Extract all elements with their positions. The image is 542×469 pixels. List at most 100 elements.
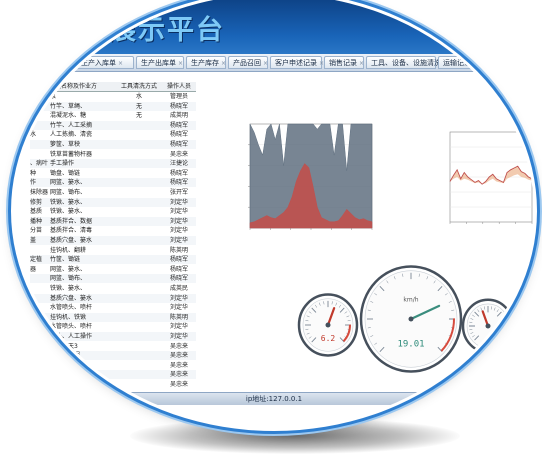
table-cell: 杨晓军 xyxy=(169,265,188,273)
table-cell: 手工操作 xyxy=(50,159,116,169)
tab-transport-records[interactable]: 运输记录 × xyxy=(438,56,478,69)
series-line xyxy=(449,165,533,185)
table-cell: 管理员 xyxy=(169,93,188,100)
gauge-tick xyxy=(339,307,345,313)
table-cell: 吴忠来 xyxy=(169,361,188,369)
table-cell: 挂钩机、翻耕 xyxy=(50,246,87,254)
table-cell xyxy=(116,130,162,139)
close-icon[interactable]: × xyxy=(473,60,479,67)
tab-tool-cleaning[interactable]: 工具、设备、设施清洗× xyxy=(366,56,448,69)
table-cell: 陈英明 xyxy=(169,246,188,254)
table-cell: 作 xyxy=(30,178,50,188)
table-cell: 无 xyxy=(135,112,142,120)
close-icon[interactable]: × xyxy=(263,60,269,67)
table-cell: 箩筐、草秧 xyxy=(50,140,116,149)
table-cell xyxy=(116,322,162,331)
table-cell xyxy=(116,312,162,322)
gauge-tick xyxy=(323,301,325,305)
gauge-needle xyxy=(409,304,441,321)
close-icon[interactable]: × xyxy=(178,60,184,67)
table-cell xyxy=(116,351,162,361)
gauge-left: 6.2 xyxy=(297,293,359,357)
gauge-tick xyxy=(437,346,443,352)
tab-label: 运输记录 xyxy=(443,59,471,67)
table-cell: 刘定华 xyxy=(162,236,196,245)
gauge-tick xyxy=(490,306,492,310)
gauge-hub xyxy=(408,316,414,322)
tab-production-inbound[interactable]: 生产入库单 × xyxy=(76,56,134,69)
table-cell: 铁草苗蓄物杆器 xyxy=(50,150,93,158)
tab-production-stock[interactable]: 生产库存 × xyxy=(186,56,226,69)
table-cell: 混凝泥水、糖 xyxy=(50,112,87,120)
gauge-hub xyxy=(485,323,491,329)
gauge-tick xyxy=(402,273,404,277)
gauge-tick xyxy=(484,306,486,310)
column-header[interactable]: 操作人员 xyxy=(162,82,196,92)
column-header[interactable]: 工具名称及作业方 xyxy=(30,82,116,92)
app-screen: 展示平台 生产入库单 × 生产出库单 × 生产库存 × 产品召回 × 客户申述记录 × 销… xyxy=(14,0,534,428)
table-cell xyxy=(116,236,162,245)
table-cell xyxy=(30,303,50,312)
gauge-tick xyxy=(346,315,350,318)
close-icon[interactable]: × xyxy=(359,60,365,67)
table-cell: 刘定华 xyxy=(162,216,196,226)
tab-production-outbound[interactable]: 生产出库单 × xyxy=(136,56,184,69)
table-cell: 抹除器 xyxy=(30,189,49,196)
tab-customer-complaints[interactable]: 客户申述记录 × xyxy=(270,56,325,69)
table-cell: 水管喷头、喷杆 xyxy=(50,323,93,331)
table-cell: 具、每天3 xyxy=(50,342,78,350)
tab-product-recall[interactable]: 产品召回 × xyxy=(228,56,268,69)
table-cell: 水 xyxy=(30,131,37,139)
table-cell xyxy=(30,92,50,101)
magnifier-lens: 展示平台 生产入库单 × 生产出库单 × 生产库存 × 产品召回 × 客户申述记录 × 销… xyxy=(14,0,534,428)
series-area xyxy=(249,163,373,229)
app-title: 展示平台 xyxy=(109,15,225,46)
table-cell xyxy=(30,293,50,303)
gauge-tick xyxy=(370,301,374,303)
close-icon[interactable]: × xyxy=(319,60,325,67)
gauge-tick xyxy=(367,327,371,329)
table-cell xyxy=(30,351,50,361)
table-cell xyxy=(30,342,50,351)
table-cell xyxy=(116,370,162,380)
table-cell xyxy=(50,361,116,370)
table-cell: 无 xyxy=(116,101,162,111)
gauge-tick xyxy=(496,309,499,313)
table-cell: 网篮、篓水、 xyxy=(50,178,116,188)
table-cell xyxy=(116,303,162,312)
tab-bar: 生产入库单 × 生产出库单 × 生产库存 × 产品召回 × 客户申述记录 × 销售记录 × … xyxy=(14,54,534,72)
close-icon[interactable]: × xyxy=(221,60,227,67)
gauge-red-zone xyxy=(440,318,455,352)
close-icon[interactable]: × xyxy=(118,60,124,67)
gauge-tick xyxy=(335,302,338,306)
column-header[interactable]: 工具清洗方式 xyxy=(116,82,162,92)
table-cell xyxy=(116,246,162,255)
gauge-tick xyxy=(501,314,504,317)
table-cell: 基质拌合、数据 xyxy=(50,216,116,226)
table-cell xyxy=(116,293,162,303)
table-cell: 杨晓军 xyxy=(162,101,196,111)
table-cell: 锄盘、锄链 xyxy=(50,169,81,177)
table-cell xyxy=(30,140,50,149)
table-cell: 刘定华 xyxy=(169,227,188,235)
gauge-tick xyxy=(306,315,310,318)
table-cell: 人工拣摘、清瓷 xyxy=(50,131,93,139)
tab-label: 生产库存 xyxy=(191,59,219,67)
table-cell: 器 xyxy=(30,265,37,273)
gauge-tick xyxy=(379,286,385,292)
gauge-tick xyxy=(305,320,309,322)
table-cell: 网篮、锄布、 xyxy=(50,274,116,284)
table-cell: 杨晓军 xyxy=(162,178,196,188)
tab-label: 生产出库单 xyxy=(141,59,176,67)
table-cell xyxy=(116,380,162,389)
table-cell: 竹竿、人工采摘 xyxy=(50,120,116,130)
table-cell xyxy=(50,380,116,389)
table-cell: 吴忠来 xyxy=(169,150,188,158)
table-cell: 泵 xyxy=(50,93,57,100)
gauge-tick xyxy=(472,314,475,317)
table-cell: 刘定华 xyxy=(162,293,196,303)
table-cell xyxy=(30,322,50,331)
table-cell: 分苗 xyxy=(30,227,43,235)
tab-sales-records[interactable]: 销售记录 × xyxy=(324,56,364,69)
table-cell xyxy=(116,150,162,159)
